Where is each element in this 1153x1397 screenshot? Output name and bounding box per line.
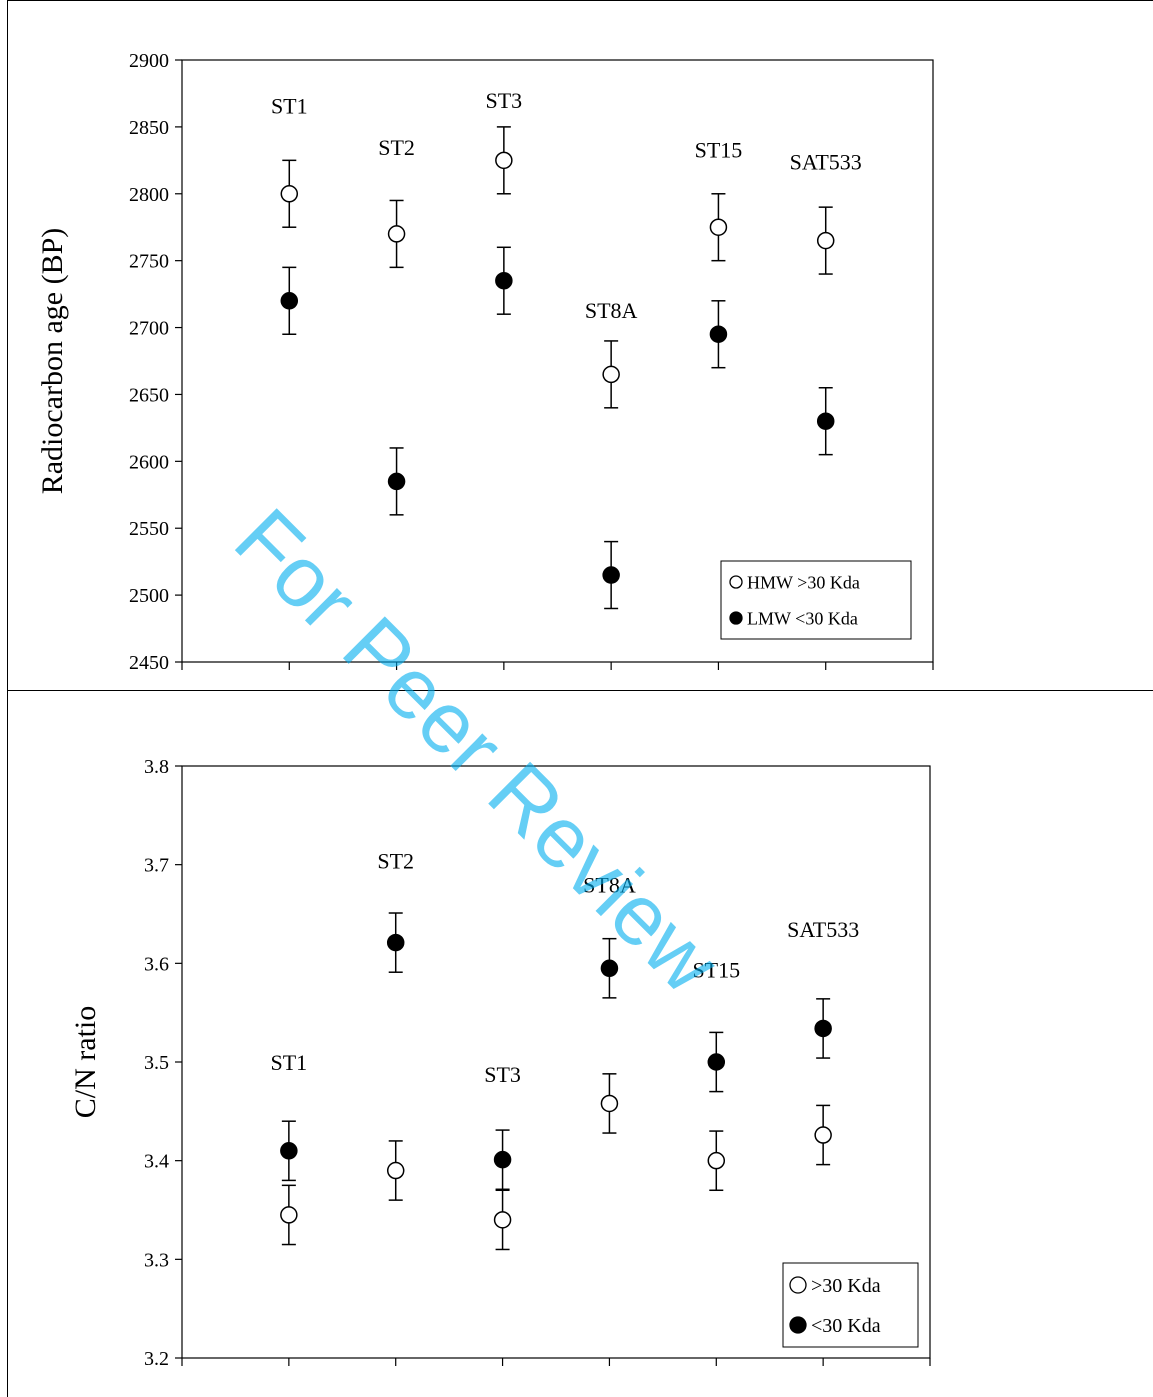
data-point-open	[495, 151, 513, 170]
data-point-filled	[387, 472, 406, 491]
y-tick-label: 3.7	[144, 855, 169, 877]
data-point-open	[707, 1151, 726, 1170]
legend-marker-filled	[789, 1316, 807, 1334]
y-tick-label: 2800	[129, 184, 169, 206]
legend-label: LMW <30 Kda	[747, 608, 858, 628]
y-tick-label: 2900	[129, 50, 169, 72]
y-tick-label: 2500	[129, 585, 169, 607]
radiocarbon-age-chart: 2450 2500 2550 2600 2650 2700 2750 2800 2850 2900…	[36, 50, 934, 674]
data-point-open	[600, 1094, 619, 1113]
data-point-open	[386, 1161, 405, 1180]
data-point-open	[493, 1211, 512, 1229]
data-point-open	[280, 1206, 298, 1224]
legend-box	[720, 560, 912, 640]
y-tick-label: 2750	[129, 251, 169, 273]
data-point-filled	[709, 325, 728, 343]
data-point-filled	[814, 1019, 832, 1038]
data-point-open	[816, 231, 835, 250]
station-label: ST3	[486, 88, 523, 113]
legend-label: HMW >30 Kda	[747, 572, 860, 592]
station-label: ST3	[484, 1062, 521, 1087]
legend-label: >30 Kda	[811, 1275, 881, 1297]
plot-area	[181, 59, 934, 663]
y-tick-label: 3.6	[144, 953, 169, 975]
data-point-filled	[493, 1150, 512, 1169]
y-tick-label: 3.3	[144, 1249, 169, 1271]
station-label: ST8A	[583, 872, 636, 897]
y-tick-label: 2850	[129, 117, 169, 139]
data-point-filled	[386, 933, 405, 952]
legend-marker-open	[789, 1276, 807, 1294]
legend-label: <30 Kda	[811, 1315, 881, 1337]
station-label: ST1	[271, 93, 308, 118]
y-tick-label: 3.5	[144, 1052, 169, 1074]
y-tick-label: 2450	[129, 652, 169, 674]
station-label: ST1	[271, 1050, 308, 1075]
data-point-open	[387, 225, 406, 243]
cn-ratio-chart: 3.2 3.3 3.4 3.5 3.6 3.7 3.8 C/N ratio ST1 ST2 ST3 S…	[69, 756, 931, 1370]
legend-marker-filled	[729, 611, 743, 625]
legend-box	[782, 1262, 919, 1348]
y-axis-label: Radiocarbon age (BP)	[36, 228, 69, 495]
data-point-open	[709, 218, 728, 236]
y-tick-label: 2650	[129, 384, 169, 406]
data-point-filled	[602, 566, 620, 584]
y-tick-label: 3.2	[144, 1348, 169, 1370]
y-tick-label: 3.4	[144, 1151, 169, 1173]
data-point-filled	[280, 1142, 298, 1160]
y-tick-label: 2550	[129, 518, 169, 540]
data-point-filled	[816, 412, 835, 430]
data-point-open	[602, 365, 620, 384]
y-tick-label: 2600	[129, 451, 169, 473]
y-axis-label: C/N ratio	[69, 1006, 102, 1119]
station-label: ST8A	[585, 298, 638, 323]
station-label: ST2	[378, 135, 415, 160]
station-label: ST15	[695, 138, 743, 163]
data-point-filled	[495, 271, 513, 290]
station-label: SAT533	[787, 917, 859, 942]
station-label: ST15	[692, 957, 740, 982]
data-point-open	[280, 185, 299, 203]
station-label: SAT533	[790, 150, 862, 175]
y-tick-label: 3.8	[144, 756, 169, 778]
legend-marker-open	[729, 575, 743, 589]
y-tick-label: 2700	[129, 318, 169, 340]
station-label: ST2	[377, 849, 414, 874]
data-point-open	[814, 1126, 832, 1144]
data-point-filled	[280, 292, 299, 310]
data-point-filled	[707, 1053, 726, 1071]
data-point-filled	[600, 959, 619, 978]
